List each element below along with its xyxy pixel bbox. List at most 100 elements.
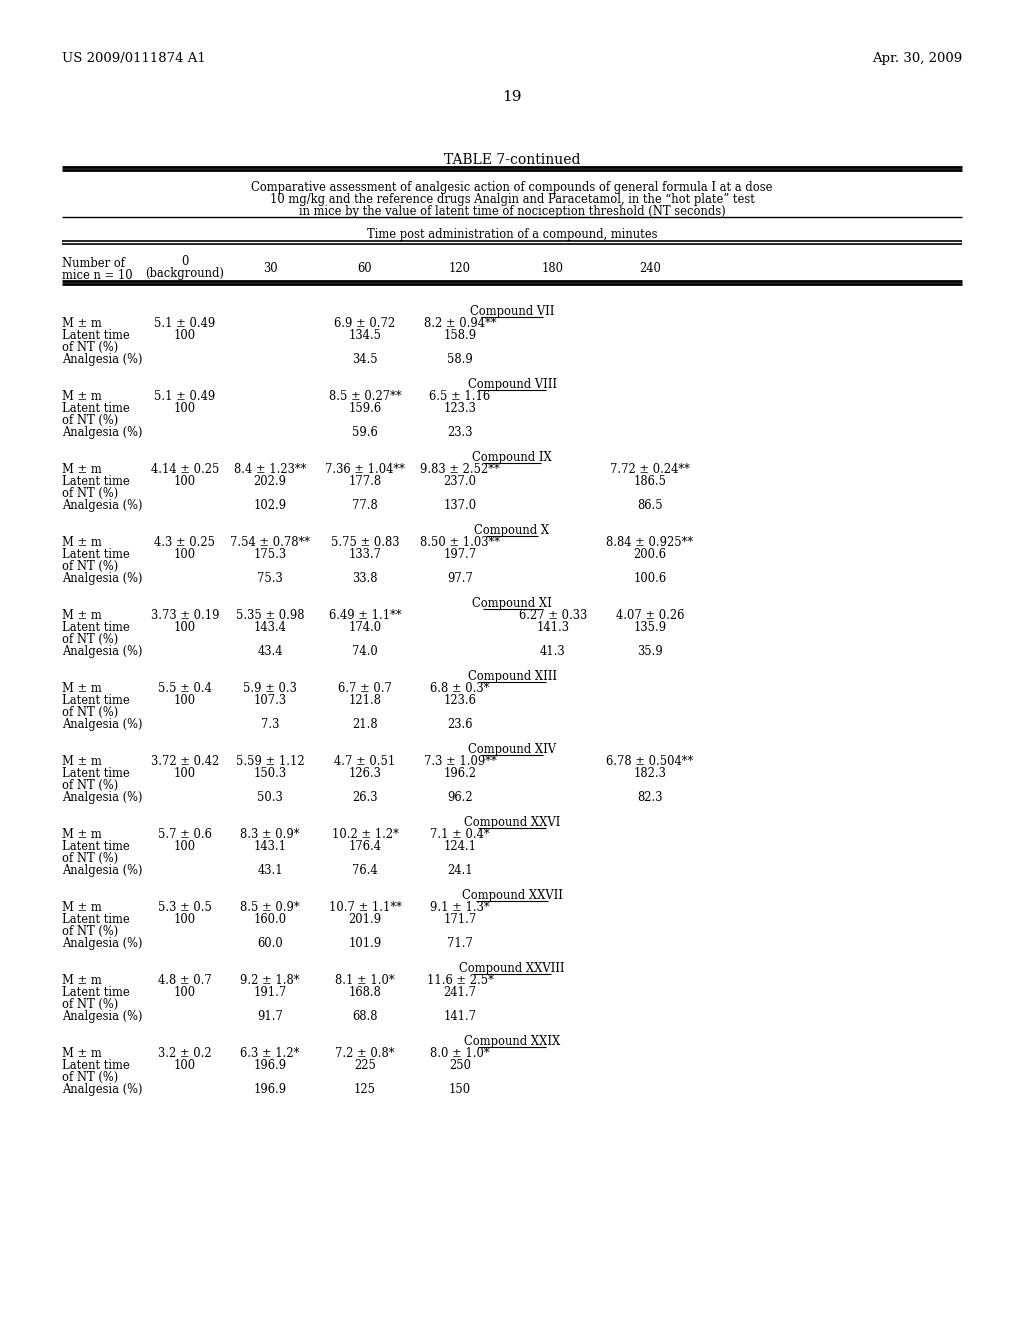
Text: 6.3 ± 1.2*: 6.3 ± 1.2*	[241, 1047, 300, 1060]
Text: 5.59 ± 1.12: 5.59 ± 1.12	[236, 755, 304, 768]
Text: 8.84 ± 0.925**: 8.84 ± 0.925**	[606, 536, 693, 549]
Text: 10.2 ± 1.2*: 10.2 ± 1.2*	[332, 828, 398, 841]
Text: 191.7: 191.7	[253, 986, 287, 999]
Text: 7.72 ± 0.24**: 7.72 ± 0.24**	[610, 463, 690, 477]
Text: of NT (%): of NT (%)	[62, 779, 118, 792]
Text: 60.0: 60.0	[257, 937, 283, 950]
Text: 141.7: 141.7	[443, 1010, 476, 1023]
Text: Analgesia (%): Analgesia (%)	[62, 1082, 142, 1096]
Text: M ± m: M ± m	[62, 317, 101, 330]
Text: 8.50 ± 1.03**: 8.50 ± 1.03**	[420, 536, 500, 549]
Text: Compound X: Compound X	[474, 524, 550, 537]
Text: of NT (%): of NT (%)	[62, 560, 118, 573]
Text: 160.0: 160.0	[253, 913, 287, 927]
Text: 97.7: 97.7	[447, 572, 473, 585]
Text: Analgesia (%): Analgesia (%)	[62, 865, 142, 876]
Text: 7.2 ± 0.8*: 7.2 ± 0.8*	[335, 1047, 394, 1060]
Text: 7.36 ± 1.04**: 7.36 ± 1.04**	[325, 463, 404, 477]
Text: 6.49 ± 1.1**: 6.49 ± 1.1**	[329, 609, 401, 622]
Text: 241.7: 241.7	[443, 986, 476, 999]
Text: 123.6: 123.6	[443, 694, 476, 708]
Text: Analgesia (%): Analgesia (%)	[62, 426, 142, 440]
Text: 77.8: 77.8	[352, 499, 378, 512]
Text: 100: 100	[174, 620, 196, 634]
Text: Analgesia (%): Analgesia (%)	[62, 499, 142, 512]
Text: 86.5: 86.5	[637, 499, 663, 512]
Text: 100.6: 100.6	[634, 572, 667, 585]
Text: Latent time: Latent time	[62, 986, 130, 999]
Text: 8.1 ± 1.0*: 8.1 ± 1.0*	[335, 974, 395, 987]
Text: 100: 100	[174, 329, 196, 342]
Text: 26.3: 26.3	[352, 791, 378, 804]
Text: Latent time: Latent time	[62, 548, 130, 561]
Text: 21.8: 21.8	[352, 718, 378, 731]
Text: Number of: Number of	[62, 257, 125, 271]
Text: 4.14 ± 0.25: 4.14 ± 0.25	[151, 463, 219, 477]
Text: 177.8: 177.8	[348, 475, 382, 488]
Text: 101.9: 101.9	[348, 937, 382, 950]
Text: 10 mg/kg and the reference drugs Analgin and Paracetamol, in the “hot plate” tes: 10 mg/kg and the reference drugs Analgin…	[269, 193, 755, 206]
Text: 135.9: 135.9	[634, 620, 667, 634]
Text: 159.6: 159.6	[348, 403, 382, 414]
Text: 8.5 ± 0.9*: 8.5 ± 0.9*	[241, 902, 300, 913]
Text: M ± m: M ± m	[62, 609, 101, 622]
Text: mice n = 10: mice n = 10	[62, 269, 133, 282]
Text: Analgesia (%): Analgesia (%)	[62, 937, 142, 950]
Text: 43.4: 43.4	[257, 645, 283, 657]
Text: Compound XXVI: Compound XXVI	[464, 816, 560, 829]
Text: M ± m: M ± m	[62, 902, 101, 913]
Text: 182.3: 182.3	[634, 767, 667, 780]
Text: 76.4: 76.4	[352, 865, 378, 876]
Text: 141.3: 141.3	[537, 620, 569, 634]
Text: Compound XXVIII: Compound XXVIII	[459, 962, 565, 975]
Text: 6.7 ± 0.7: 6.7 ± 0.7	[338, 682, 392, 696]
Text: 5.1 ± 0.49: 5.1 ± 0.49	[155, 389, 216, 403]
Text: 33.8: 33.8	[352, 572, 378, 585]
Text: Compound XXIX: Compound XXIX	[464, 1035, 560, 1048]
Text: Compound VIII: Compound VIII	[468, 378, 556, 391]
Text: 7.3: 7.3	[261, 718, 280, 731]
Text: M ± m: M ± m	[62, 974, 101, 987]
Text: 100: 100	[174, 694, 196, 708]
Text: 121.8: 121.8	[348, 694, 382, 708]
Text: 168.8: 168.8	[348, 986, 381, 999]
Text: Compound IX: Compound IX	[472, 451, 552, 465]
Text: of NT (%): of NT (%)	[62, 851, 118, 865]
Text: 11.6 ± 2.5*: 11.6 ± 2.5*	[427, 974, 494, 987]
Text: 126.3: 126.3	[348, 767, 381, 780]
Text: of NT (%): of NT (%)	[62, 925, 118, 939]
Text: Latent time: Latent time	[62, 767, 130, 780]
Text: 60: 60	[357, 261, 373, 275]
Text: 8.0 ± 1.0*: 8.0 ± 1.0*	[430, 1047, 489, 1060]
Text: 197.7: 197.7	[443, 548, 476, 561]
Text: 174.0: 174.0	[348, 620, 382, 634]
Text: Time post administration of a compound, minutes: Time post administration of a compound, …	[367, 228, 657, 242]
Text: 35.9: 35.9	[637, 645, 663, 657]
Text: 202.9: 202.9	[254, 475, 287, 488]
Text: 4.3 ± 0.25: 4.3 ± 0.25	[155, 536, 215, 549]
Text: Compound XI: Compound XI	[472, 597, 552, 610]
Text: 123.3: 123.3	[443, 403, 476, 414]
Text: 59.6: 59.6	[352, 426, 378, 440]
Text: 7.1 ± 0.4*: 7.1 ± 0.4*	[430, 828, 489, 841]
Text: 171.7: 171.7	[443, 913, 476, 927]
Text: 5.5 ± 0.4: 5.5 ± 0.4	[158, 682, 212, 696]
Text: 240: 240	[639, 261, 660, 275]
Text: US 2009/0111874 A1: US 2009/0111874 A1	[62, 51, 206, 65]
Text: M ± m: M ± m	[62, 1047, 101, 1060]
Text: 5.9 ± 0.3: 5.9 ± 0.3	[243, 682, 297, 696]
Text: 5.35 ± 0.98: 5.35 ± 0.98	[236, 609, 304, 622]
Text: Analgesia (%): Analgesia (%)	[62, 572, 142, 585]
Text: 4.07 ± 0.26: 4.07 ± 0.26	[615, 609, 684, 622]
Text: 6.8 ± 0.3*: 6.8 ± 0.3*	[430, 682, 489, 696]
Text: 201.9: 201.9	[348, 913, 382, 927]
Text: 186.5: 186.5	[634, 475, 667, 488]
Text: 150: 150	[449, 1082, 471, 1096]
Text: 6.78 ± 0.504**: 6.78 ± 0.504**	[606, 755, 693, 768]
Text: 3.2 ± 0.2: 3.2 ± 0.2	[158, 1047, 212, 1060]
Text: Analgesia (%): Analgesia (%)	[62, 718, 142, 731]
Text: 100: 100	[174, 548, 196, 561]
Text: of NT (%): of NT (%)	[62, 487, 118, 500]
Text: 75.3: 75.3	[257, 572, 283, 585]
Text: 100: 100	[174, 767, 196, 780]
